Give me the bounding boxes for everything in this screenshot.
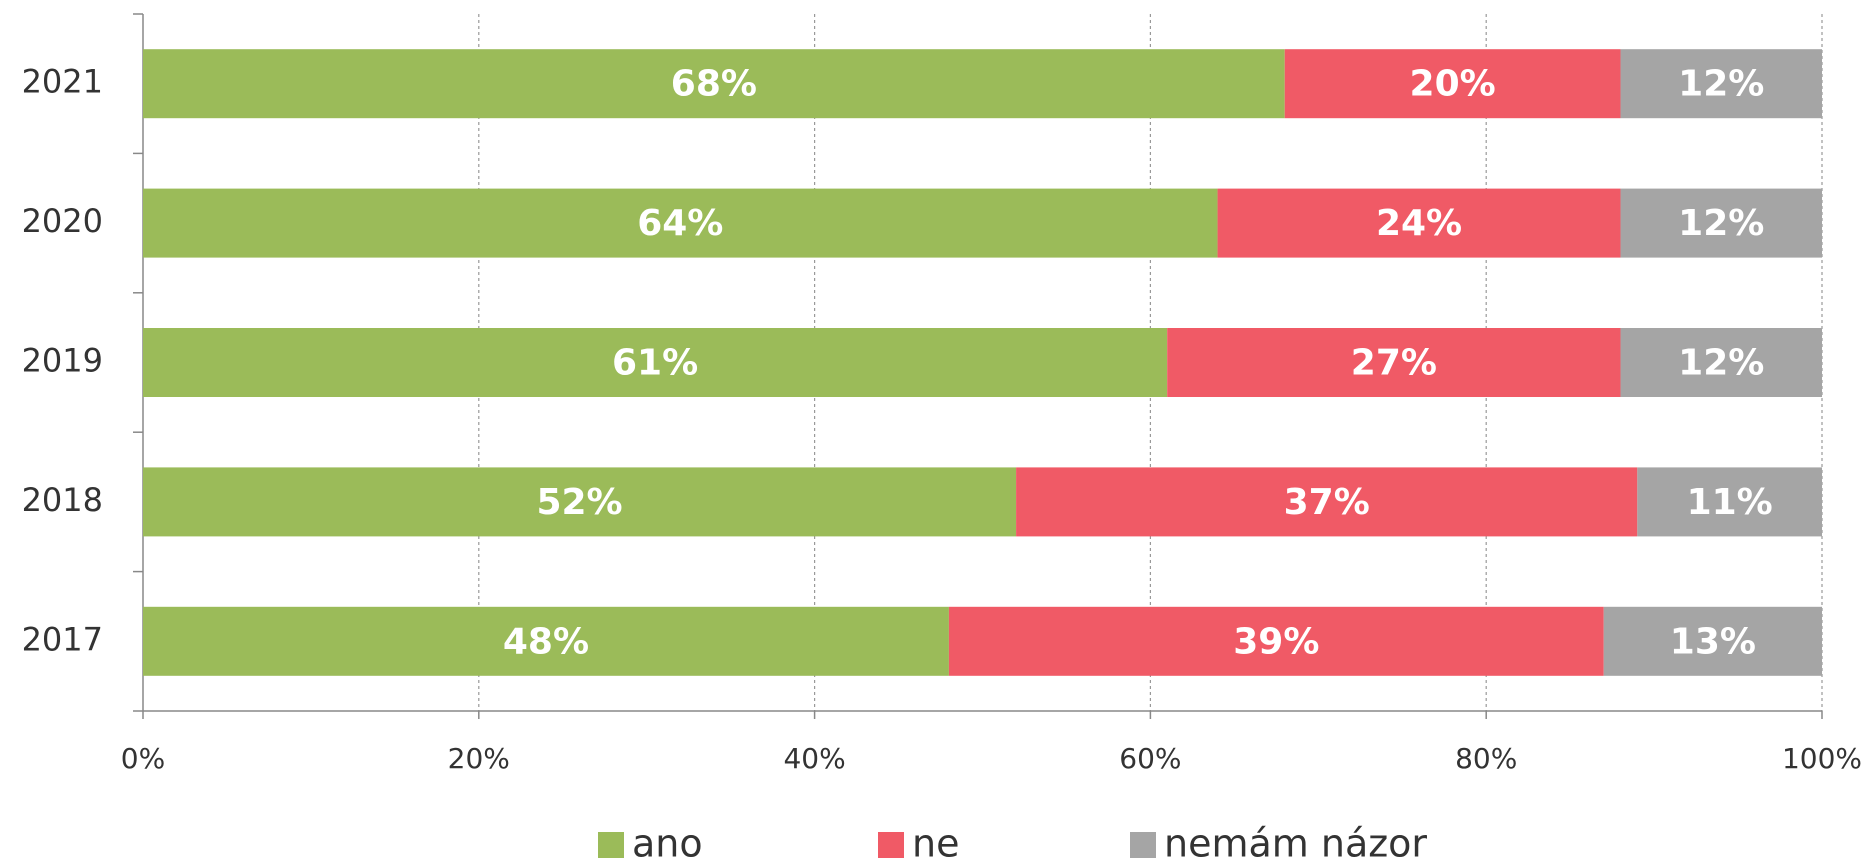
value-label: 61% xyxy=(612,343,698,384)
value-label: 13% xyxy=(1670,621,1756,662)
bar-segment xyxy=(1620,328,1822,397)
value-label: 48% xyxy=(503,621,589,662)
bar-segment xyxy=(143,188,1218,258)
legend-swatch xyxy=(1130,832,1156,858)
value-label: 52% xyxy=(536,482,622,523)
bar-segment xyxy=(1603,606,1822,676)
y-tick-label: 2017 xyxy=(22,620,103,658)
bar-segment xyxy=(1620,49,1822,119)
bar-segment xyxy=(1637,467,1822,537)
x-tick-label: 20% xyxy=(448,742,510,775)
value-label: 12% xyxy=(1678,203,1764,244)
x-tick-label: 60% xyxy=(1119,742,1181,775)
value-label: 12% xyxy=(1678,343,1764,384)
x-tick-label: 80% xyxy=(1455,742,1517,775)
bar-segment xyxy=(1284,49,1621,119)
legend-label: nemám názor xyxy=(1164,822,1427,864)
bar-segment xyxy=(948,606,1604,676)
bar-segment xyxy=(143,467,1017,537)
x-tick-label: 100% xyxy=(1782,742,1862,775)
value-label: 68% xyxy=(671,64,757,105)
bar-segment xyxy=(1620,188,1822,258)
bar-segment xyxy=(143,328,1168,397)
bar-segment xyxy=(1167,328,1621,397)
bar-segment xyxy=(1016,467,1638,537)
value-label: 64% xyxy=(637,203,723,244)
bar-segment xyxy=(1217,188,1621,258)
value-label: 27% xyxy=(1351,343,1437,384)
bar-segment xyxy=(143,49,1285,119)
value-label: 12% xyxy=(1678,64,1764,105)
bar-segment xyxy=(143,606,949,676)
value-label: 20% xyxy=(1410,64,1496,105)
legend-swatch xyxy=(878,832,904,858)
value-label: 37% xyxy=(1284,482,1370,523)
legend-swatch xyxy=(598,832,624,858)
x-tick-label: 0% xyxy=(121,742,165,775)
value-label: 39% xyxy=(1233,621,1319,662)
y-tick-label: 2018 xyxy=(22,481,103,519)
y-tick-label: 2021 xyxy=(22,63,103,101)
legend-label: ne xyxy=(912,822,959,864)
legend-label: ano xyxy=(632,822,703,864)
value-label: 11% xyxy=(1687,482,1773,523)
y-tick-label: 2020 xyxy=(22,202,103,240)
value-label: 24% xyxy=(1376,203,1462,244)
x-tick-label: 40% xyxy=(783,742,845,775)
y-tick-label: 2019 xyxy=(22,342,103,380)
